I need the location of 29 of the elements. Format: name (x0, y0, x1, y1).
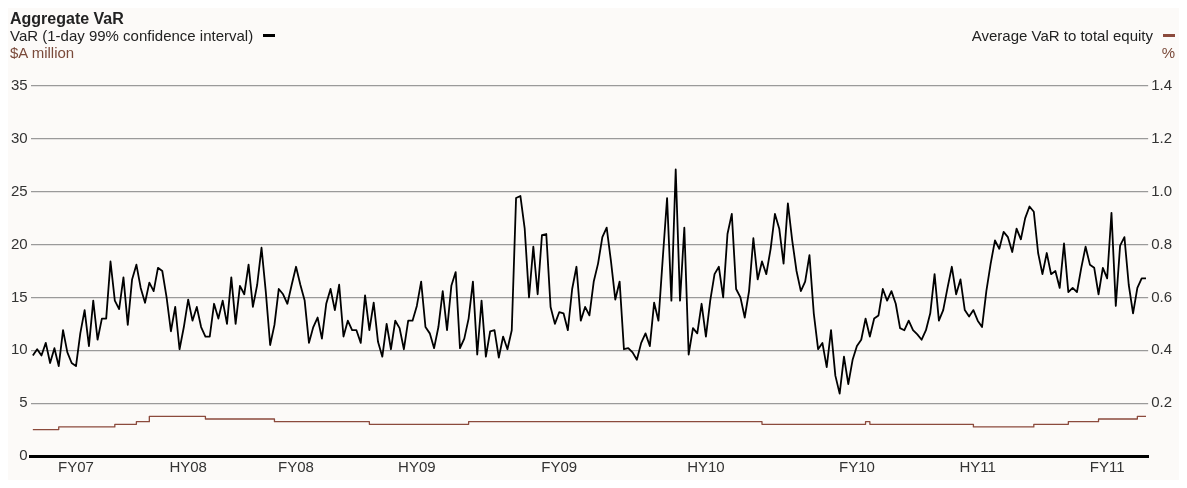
y-tick-label: 25 (11, 181, 28, 199)
x-tick-label: FY08 (278, 458, 314, 476)
x-tick-label: HY11 (959, 458, 996, 476)
y-tick-label: 5 (19, 393, 28, 411)
y2-tick-label: 0.2 (1151, 393, 1173, 411)
x-tick-label: FY10 (838, 458, 875, 476)
y2-tick-label: 1.2 (1151, 129, 1173, 146)
y-tick-label: 10 (11, 340, 28, 358)
y2-tick-label: 0.8 (1151, 234, 1173, 252)
x-tick-label: HY10 (687, 458, 725, 476)
y-tick-label: 35 (11, 76, 28, 94)
x-tick-label: FY09 (541, 458, 578, 476)
y2-tick-label: 0.4 (1151, 340, 1173, 358)
y2-tick-label: 0.6 (1151, 287, 1173, 305)
y2-axis-title: % (1161, 44, 1175, 61)
y-tick-label: 0 (19, 446, 28, 464)
chart-title: Aggregate VaR (10, 10, 125, 27)
x-tick-label: HY08 (169, 458, 207, 476)
legend-label: VaR (1-day 99% confidence interval) (10, 27, 254, 44)
x-tick-label: HY09 (398, 458, 436, 476)
y-axis-title: $A million (10, 44, 76, 61)
x-tick-label: FY11 (1089, 458, 1125, 476)
y2-tick-label: 1.0 (1151, 181, 1173, 199)
y-tick-label: 20 (11, 234, 28, 252)
y-tick-label: 15 (11, 287, 28, 305)
x-tick-label: FY07 (58, 458, 94, 476)
legend-label: Average VaR to total equity (971, 27, 1153, 44)
y-tick-label: 30 (11, 129, 28, 146)
y2-tick-label: 1.4 (1151, 76, 1173, 94)
